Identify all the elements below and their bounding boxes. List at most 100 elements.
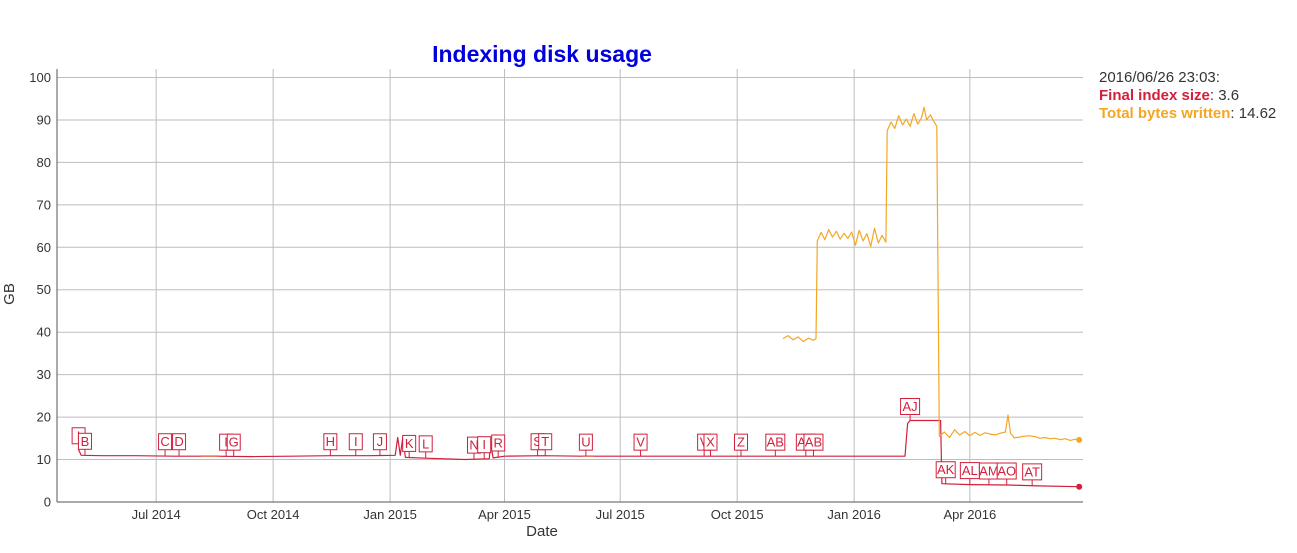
annotation-flag: B: [77, 432, 92, 456]
annotation-label: AB: [767, 435, 784, 450]
annotation-box: [765, 433, 786, 451]
series-end-point: [1076, 436, 1083, 443]
annotation-flag: V: [633, 433, 648, 457]
series-group: [78, 106, 1083, 490]
annotation-flag: AJ: [900, 397, 921, 421]
annotation-label: U: [581, 435, 590, 450]
annotation-box: [996, 462, 1017, 480]
grid: [57, 69, 1083, 503]
annotation-flag: T: [538, 433, 553, 456]
x-tick-label: Apr 2015: [478, 507, 531, 522]
legend-timestamp: 2016/06/26 23:03:: [1099, 69, 1220, 86]
x-tick-label: Oct 2014: [247, 507, 300, 522]
annotation-box: [372, 433, 387, 451]
legend-value: : 14.62: [1230, 105, 1277, 122]
x-tick-label: Oct 2015: [711, 507, 764, 522]
series-final-index-size: [78, 419, 1083, 490]
series-total-bytes-written: [200, 106, 1083, 457]
y-tick-label: 60: [37, 240, 51, 255]
x-axis-label: Date: [526, 523, 558, 540]
x-tick-label: Jul 2015: [596, 507, 645, 522]
annotation-label: S: [533, 434, 542, 449]
series-line: [200, 106, 1080, 457]
annotation-label: I: [482, 437, 486, 452]
annotation-label: I: [354, 434, 358, 449]
annotation-flag: U: [578, 433, 593, 457]
annotation-flag: Z: [734, 433, 748, 457]
legend-label: Total bytes written: [1099, 105, 1231, 122]
annotation-flag: H: [323, 433, 338, 456]
annotation-label: AM: [979, 464, 999, 479]
annotation-flag: L: [418, 435, 433, 458]
y-axis-label: GB: [1, 283, 18, 305]
annotation-label: G: [229, 435, 239, 450]
annotation-box: [77, 432, 92, 450]
annotation-flag: G: [226, 433, 241, 457]
x-tick-label: Jan 2016: [827, 507, 881, 522]
x-tick-label: Jul 2014: [132, 507, 181, 522]
legend-entry-final-index-size: Final index size: 3.6: [1099, 87, 1276, 105]
y-tick-label: 30: [37, 367, 51, 382]
annotation-box: [226, 433, 241, 451]
annotation-flag: AB: [803, 433, 824, 457]
x-tick-label: Jan 2015: [363, 507, 417, 522]
annotation-box: [633, 433, 648, 451]
y-tick-label: 50: [37, 282, 51, 297]
annotation-flag: X: [703, 433, 718, 457]
annotation-flag: K: [402, 434, 417, 458]
annotation-label: T: [541, 434, 549, 449]
annotation-label: X: [706, 435, 715, 450]
annotation-box: [158, 433, 173, 451]
legend: 2016/06/26 23:03: Final index size: 3.6 …: [1099, 69, 1276, 123]
y-tick-label: 100: [29, 70, 51, 85]
annotation-box: [491, 434, 506, 452]
annotation-label: AB: [805, 435, 822, 450]
y-tick-label: 10: [37, 452, 51, 467]
annotation-flag: AK: [935, 461, 956, 484]
annotation-label: V: [636, 435, 645, 450]
annotation-flag: AB: [765, 433, 786, 457]
axes: 0 10 20 30 40 50 60 70 80 90 100 Jul 2014 Oct 2014 Ja…: [29, 69, 1083, 522]
y-tick-label: 70: [37, 197, 51, 212]
annotation-label: AJ: [903, 399, 918, 414]
annotation-box: [1022, 463, 1043, 481]
annotation-label: AK: [937, 462, 955, 477]
annotation-flag: AO: [996, 462, 1017, 486]
legend-label: Final index size: [1099, 87, 1210, 104]
annotation-box: [803, 433, 824, 451]
annotation-label: D: [174, 434, 183, 449]
annotation-box: [402, 434, 417, 452]
annotation-label: N: [469, 438, 478, 453]
chart-title: Indexing disk usage: [432, 41, 652, 67]
annotation-flag: I: [348, 433, 363, 456]
annotation-label: AT: [1024, 464, 1040, 479]
annotation-label: L: [422, 436, 429, 451]
annotation-label: H: [326, 434, 335, 449]
x-tick-label: Apr 2016: [943, 507, 996, 522]
series-line: [78, 419, 1080, 488]
annotation-box: [703, 433, 718, 451]
annotation-label: C: [160, 434, 169, 449]
annotation-box: [477, 436, 492, 454]
annotation-box: [578, 433, 593, 451]
annotation-flag: AM: [978, 462, 999, 486]
legend-value: : 3.6: [1209, 87, 1240, 104]
y-tick-label: 80: [37, 155, 51, 170]
annotation-box: [172, 433, 187, 451]
annotation-label: B: [81, 434, 90, 449]
annotation-box: [935, 461, 956, 479]
annotation-flag: AL: [959, 462, 980, 485]
y-tick-label: 20: [37, 410, 51, 425]
legend-entry-total-bytes-written: Total bytes written: 14.62: [1099, 105, 1276, 123]
annotation-label: I: [224, 435, 228, 450]
annotations-group: IBCDIGHIJKLNIRSTUVVXZABAAABAJAKALAMAOAT: [71, 397, 1043, 486]
annotation-label: R: [493, 436, 502, 451]
annotation-label: K: [405, 436, 414, 451]
annotation-label: AO: [997, 464, 1016, 479]
annotation-flag: C: [158, 433, 173, 456]
annotation-box: [900, 397, 921, 415]
annotation-label: J: [377, 434, 384, 449]
annotation-box: [418, 435, 433, 453]
annotation-label: Z: [737, 435, 745, 450]
